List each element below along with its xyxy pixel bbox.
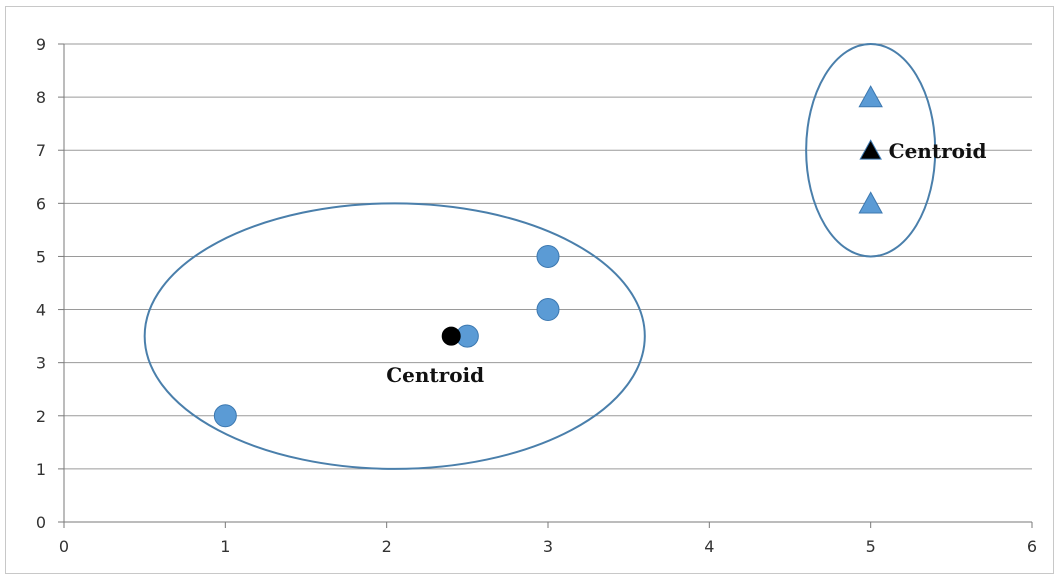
x-tick-label-3: 3 — [543, 537, 553, 556]
cluster-ellipses — [143, 43, 937, 470]
x-tick-label-1: 1 — [220, 537, 230, 556]
y-tick-label-1: 1 — [36, 460, 46, 479]
x-tick-label-6: 6 — [1027, 537, 1037, 556]
point-circle-2 — [536, 298, 560, 322]
y-tick-label-5: 5 — [36, 247, 46, 266]
centroid-label-0: Centroid — [386, 363, 484, 387]
y-tick-label-3: 3 — [36, 354, 46, 373]
point-triangle-0 — [858, 191, 883, 214]
x-tick-label-2: 2 — [382, 537, 392, 556]
y-tick-label-9: 9 — [36, 35, 46, 54]
centroids: Centroid Centroid — [386, 139, 987, 387]
y-tick-label-6: 6 — [36, 194, 46, 213]
data-points — [213, 85, 883, 428]
x-tick-label-0: 0 — [59, 537, 69, 556]
y-tick-label-4: 4 — [36, 301, 46, 320]
cluster-ellipse-1 — [805, 43, 937, 258]
x-tick-label-5: 5 — [866, 537, 876, 556]
centroid-label-1: Centroid — [889, 139, 987, 163]
axes: 0 1 2 3 4 5 6 7 8 9 0 1 2 3 4 5 6 — [36, 35, 1037, 556]
point-circle-3 — [536, 244, 560, 268]
centroid-triangle — [859, 139, 882, 160]
point-circle-0 — [213, 404, 237, 428]
point-triangle-1 — [858, 85, 883, 108]
x-tick-label-4: 4 — [704, 537, 714, 556]
y-tick-label-8: 8 — [36, 88, 46, 107]
y-tick-label-7: 7 — [36, 141, 46, 160]
centroid-circle — [441, 326, 461, 346]
y-tick-label-0: 0 — [36, 513, 46, 532]
cluster-ellipse-0 — [143, 202, 646, 470]
y-tick-label-2: 2 — [36, 407, 46, 426]
